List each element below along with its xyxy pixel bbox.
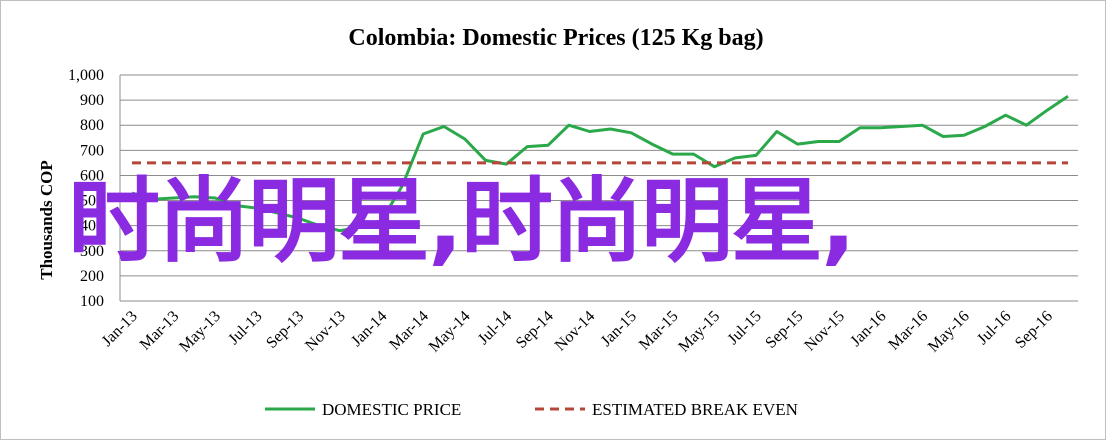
legend-label: DOMESTIC PRICE: [322, 400, 461, 419]
y-tick-label: 1,000: [68, 67, 104, 84]
y-tick-labels: 100 200 300 400 500 600 700 800 900 1,000: [68, 67, 104, 310]
chart-title: Colombia: Domestic Prices (125 Kg bag): [348, 25, 763, 51]
y-axis-label: Thousands COP: [37, 160, 56, 280]
grid-lines: [119, 74, 1078, 302]
y-tick-label: 900: [80, 92, 104, 109]
y-tick-label: 300: [80, 243, 104, 260]
series-lines: [131, 95, 1069, 233]
watermark-text: 时尚明星,时尚明星,: [68, 168, 856, 275]
y-tick-label: 700: [80, 142, 104, 159]
legend: DOMESTIC PRICE ESTIMATED BREAK EVEN: [265, 400, 798, 419]
y-tick-label: 400: [80, 218, 104, 235]
y-tick-label: 100: [80, 293, 104, 310]
legend-label: ESTIMATED BREAK EVEN: [592, 400, 798, 419]
y-tick-label: 800: [80, 117, 104, 134]
domestic-price-line: [131, 95, 1069, 233]
y-tick-label: 200: [80, 268, 104, 285]
y-tick-label: 500: [80, 193, 104, 210]
y-tick-label: 600: [80, 167, 104, 184]
